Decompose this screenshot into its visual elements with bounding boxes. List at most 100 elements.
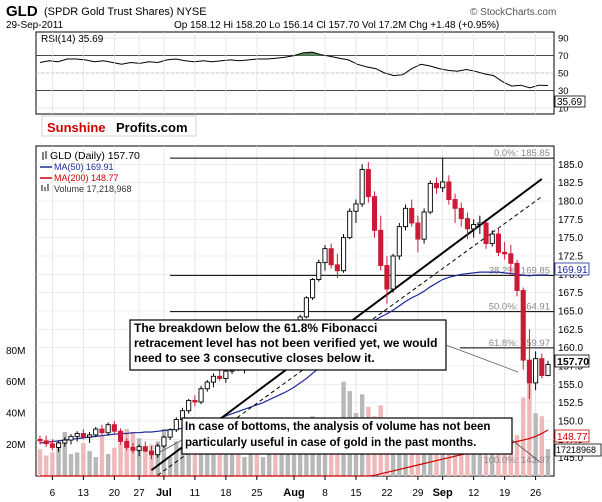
candle-up xyxy=(186,400,192,412)
volume-bar xyxy=(130,432,136,476)
x-tick-label: 27 xyxy=(134,488,146,499)
x-tick-label: 6 xyxy=(50,488,56,499)
security-name: (SPDR Gold Trust Shares) NYSE xyxy=(44,6,207,18)
candle-up xyxy=(390,255,396,290)
volume-bar xyxy=(521,397,526,476)
x-tick-label: 12 xyxy=(468,488,480,499)
volume-bar xyxy=(143,450,148,476)
rsi-tick-label: 30 xyxy=(558,86,569,97)
volume-bar xyxy=(409,438,414,476)
price-tick-label: 145.0 xyxy=(558,453,583,464)
volume-bar xyxy=(149,444,154,476)
candle-up xyxy=(155,445,161,456)
candle-down xyxy=(148,450,155,456)
candle-down xyxy=(142,446,148,452)
legend: GLD (Daily) 157.70 MA(50) 169.91 MA(200)… xyxy=(40,150,140,194)
candle-up xyxy=(56,442,62,448)
candle-down xyxy=(415,222,421,240)
candle-down xyxy=(539,358,545,376)
candle-down xyxy=(452,199,458,209)
volume-bar xyxy=(465,441,470,476)
candle-up xyxy=(161,436,167,447)
volume-tick-label: 20M xyxy=(6,440,25,451)
rsi-label: RSI(14) 35.69 xyxy=(41,34,104,45)
volume-bar xyxy=(397,436,402,476)
volume-bar xyxy=(446,435,452,476)
volume-text: In case of bottoms, the analysis of volu… xyxy=(185,421,491,449)
rsi-tick-label: 50 xyxy=(558,69,569,80)
x-tick-label: 18 xyxy=(220,488,232,499)
volume-bar xyxy=(267,447,272,476)
ma200-badge-text: 148.77 xyxy=(557,432,588,443)
legend-price-icon xyxy=(42,151,47,160)
volume-bar xyxy=(236,441,241,476)
rsi-tick-label: 70 xyxy=(558,51,569,62)
volume-bar xyxy=(291,435,297,476)
volume-bar xyxy=(545,448,551,476)
legend-ma50: MA(50) 169.91 xyxy=(54,162,114,172)
candle-down xyxy=(502,251,508,255)
candle-down xyxy=(378,229,384,266)
candle-up xyxy=(136,446,142,451)
candle-down xyxy=(117,430,124,442)
candle-down xyxy=(328,248,334,266)
candle-down xyxy=(495,233,501,253)
candle-up xyxy=(303,297,309,318)
x-tick-label: Jul xyxy=(156,487,172,499)
candle-up xyxy=(427,182,433,213)
volume-bar xyxy=(99,435,105,476)
volume-bar xyxy=(68,454,74,476)
volume-bar xyxy=(490,441,495,476)
ohlc-readout: Op 158.12 Hi 158.20 Lo 156.14 Cl 157.70 … xyxy=(174,20,499,31)
volume-bar xyxy=(198,449,204,476)
candle-up xyxy=(210,375,217,383)
candle-down xyxy=(192,400,198,403)
rsi-tick-label: 10 xyxy=(558,103,569,114)
volume-bar xyxy=(56,441,61,476)
candle-up xyxy=(316,262,322,280)
x-tick-label: 25 xyxy=(251,488,263,499)
logo-brand-black: Profits.com xyxy=(116,120,188,135)
volume-bar xyxy=(136,438,142,476)
x-tick-label: 29 xyxy=(412,488,424,499)
ma50-line xyxy=(39,271,549,444)
volume-bar xyxy=(205,444,210,476)
candle-down xyxy=(130,446,136,451)
x-tick-label: 26 xyxy=(530,488,542,499)
candle-down xyxy=(514,262,520,291)
price-tick-label: 167.5 xyxy=(558,288,583,299)
fibonacci-label: 0.0%: 185.85 xyxy=(494,148,550,159)
price-tick-label: 180.0 xyxy=(558,197,583,208)
x-tick-label: 19 xyxy=(499,488,511,499)
volume-bar xyxy=(527,375,532,476)
breakdown-annotation: The breakdown below the 61.8% Fibonacci … xyxy=(129,319,519,373)
x-tick-label: 13 xyxy=(78,488,90,499)
candle-up xyxy=(62,439,68,444)
volume-bar xyxy=(242,457,247,476)
candle-up xyxy=(396,226,402,257)
candle-down xyxy=(99,428,105,434)
candle-up xyxy=(93,428,99,436)
ma50-badge: 169.91 xyxy=(554,262,590,276)
volume-bar xyxy=(43,455,49,476)
rsi-value-label: 35.69 xyxy=(557,97,582,108)
volume-bar xyxy=(229,454,235,476)
rsi-tick-label: 90 xyxy=(558,34,569,45)
volume-bar xyxy=(285,438,291,476)
candle-down xyxy=(446,181,452,200)
breakdown-text: The breakdown below the 61.8% Fibonacci … xyxy=(134,321,438,365)
price-tick-label: 172.5 xyxy=(558,252,583,263)
logo-brand-red: Sunshine xyxy=(47,120,106,135)
volume-tick-label: 40M xyxy=(6,409,25,420)
candle-up xyxy=(421,211,427,240)
x-tick-label: 8 xyxy=(322,488,328,499)
candle-up xyxy=(68,435,74,441)
volume-bar xyxy=(260,457,266,476)
volume-bar xyxy=(415,441,421,476)
volume-badge: 17218968 xyxy=(554,443,602,457)
candle-down xyxy=(508,253,514,264)
candle-up xyxy=(310,279,316,299)
candle-up xyxy=(198,388,204,403)
volume-bar xyxy=(539,416,545,476)
candle-up xyxy=(353,203,359,212)
